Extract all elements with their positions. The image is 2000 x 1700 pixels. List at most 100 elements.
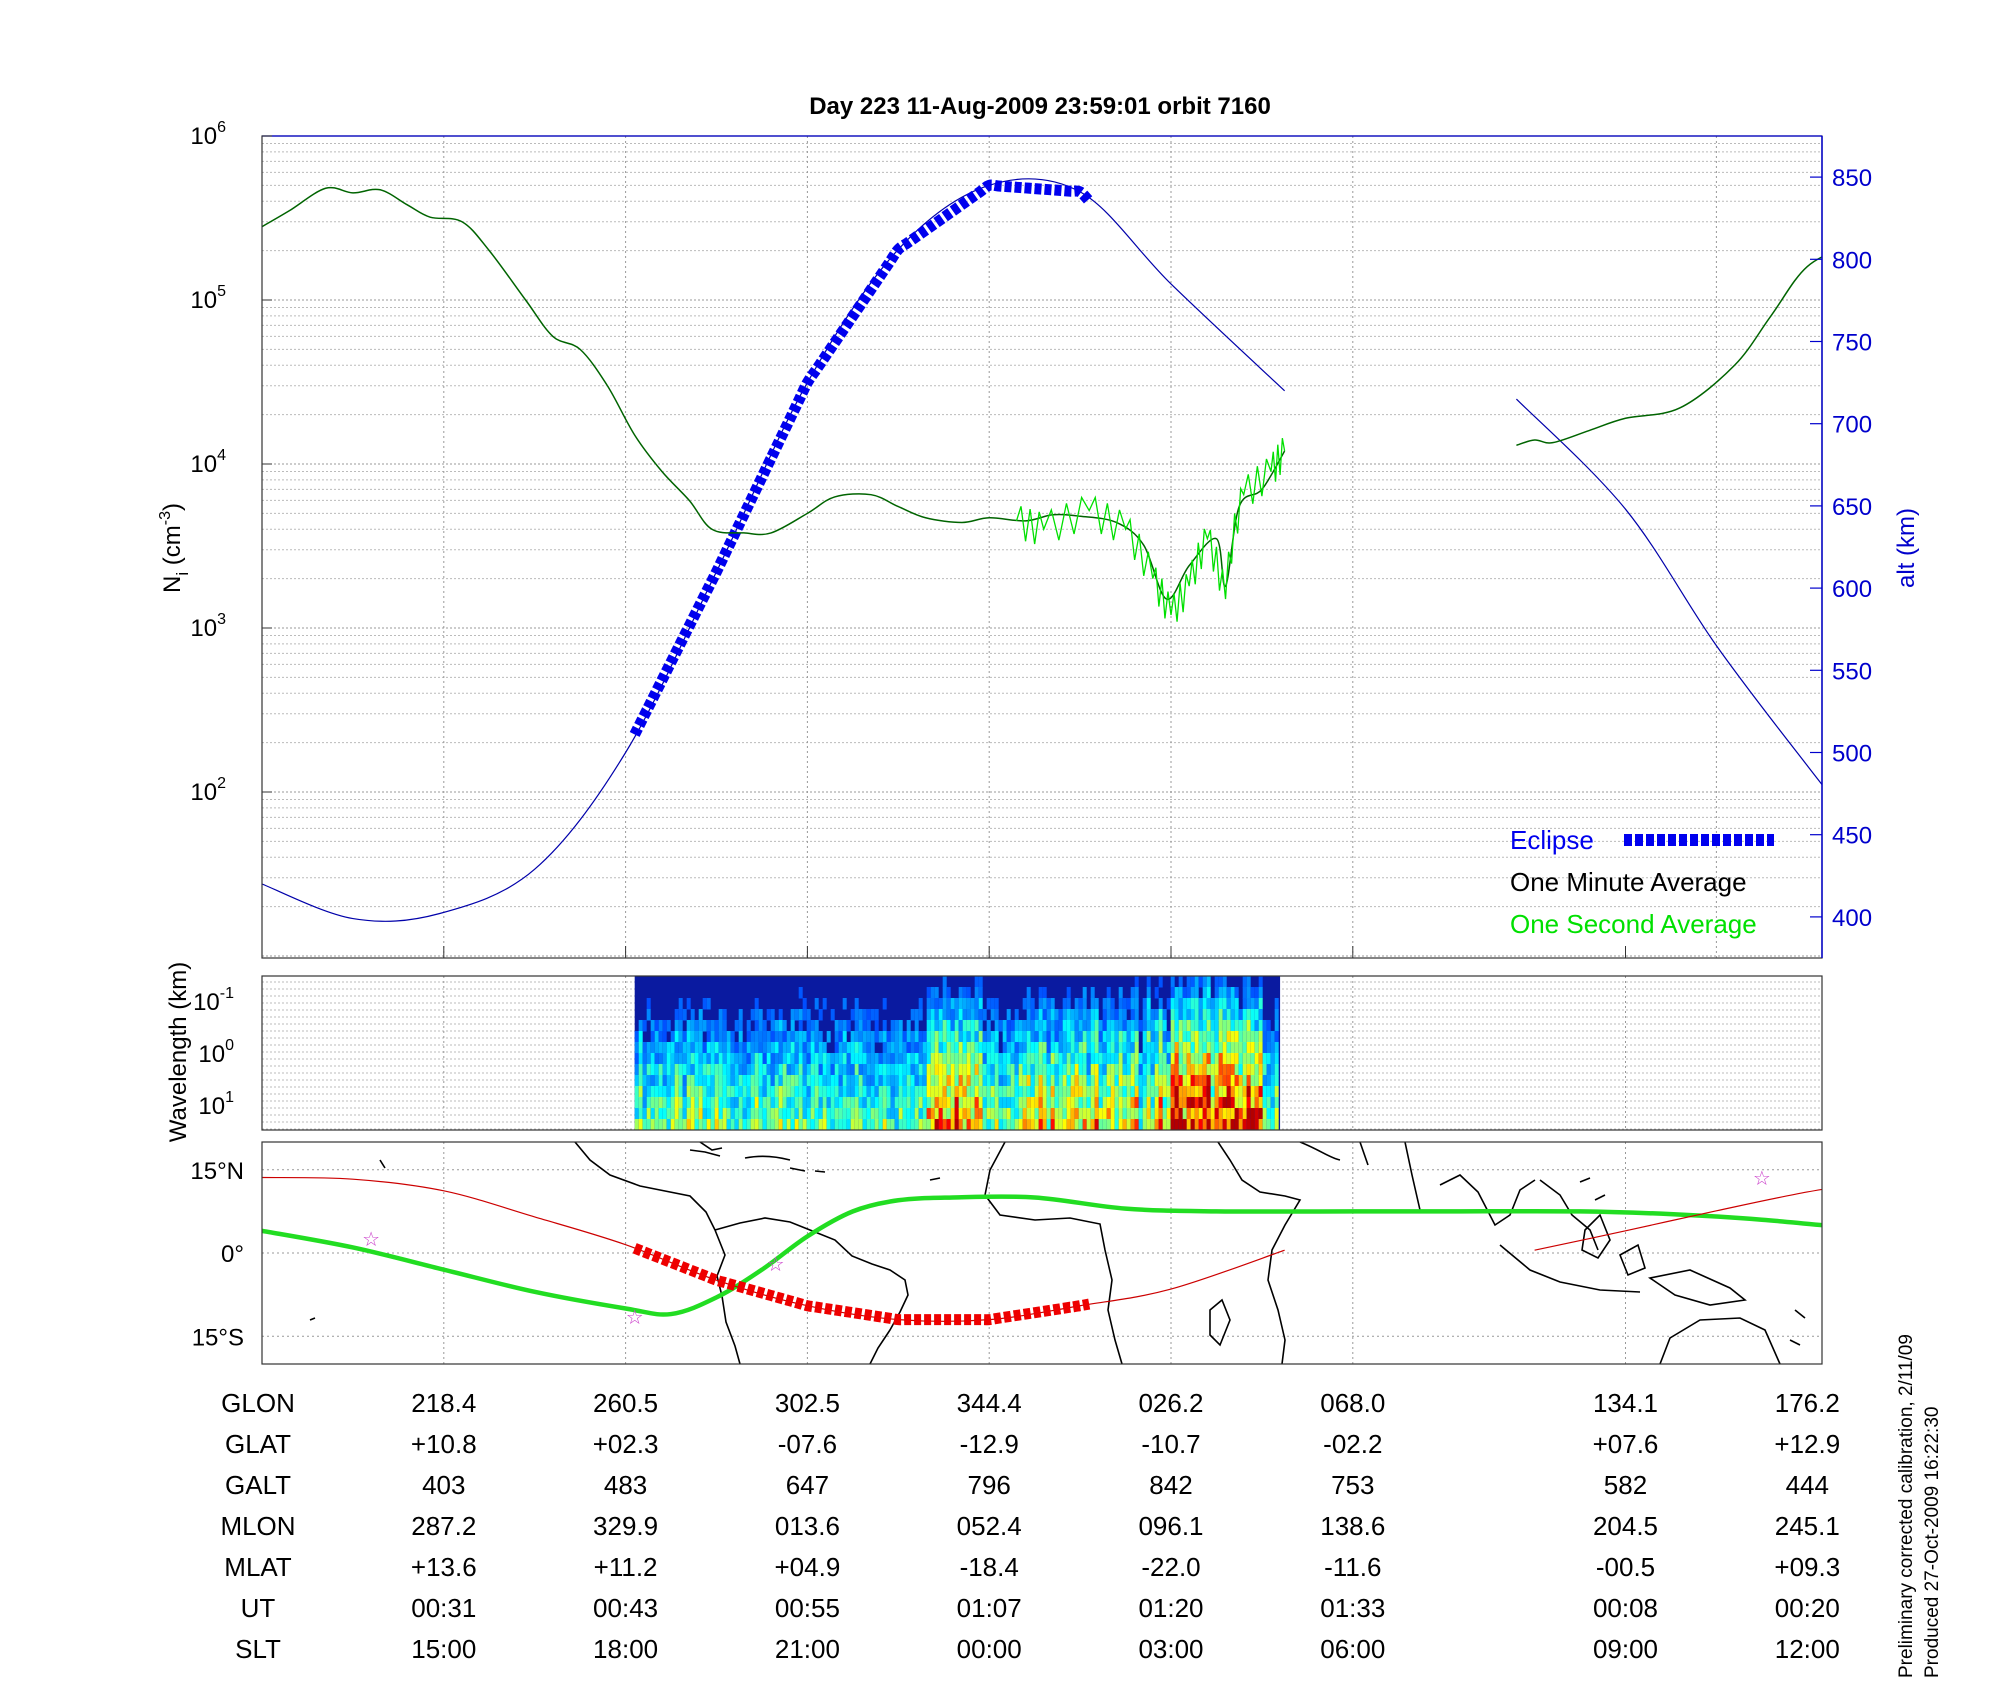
spectrogram-cell [678,1053,683,1065]
ephemeris-value: 00:31 [411,1593,476,1623]
spectrogram-cell [846,1064,851,1076]
spectrogram-cell [950,1020,955,1032]
spectrogram-cell [970,1086,975,1098]
spectrogram-cell [1182,987,1187,999]
spectrogram-cell [906,1097,911,1109]
spectrogram-cell [646,1075,651,1087]
spectrogram-cell [950,1042,955,1054]
spectrogram-cell [1198,1086,1203,1098]
spectrogram-cell [1206,1086,1211,1098]
spectrogram-cell [794,1097,799,1109]
spectrogram-cell [914,1042,919,1054]
spectrogram-cell [1274,1053,1279,1065]
spectrogram-cell [694,1031,699,1043]
spectrogram-cell [1086,1108,1091,1120]
spectrogram-cell [1106,1009,1111,1021]
spectrogram-cell [1250,1075,1255,1087]
spectrogram-cell [1178,1042,1183,1054]
spectrogram-cell [1070,1119,1075,1131]
spectrogram-cell [714,1119,719,1131]
spectrogram-cell [1062,998,1067,1010]
spectrogram-cell [934,998,939,1010]
ephemeris-value: 204.5 [1593,1511,1658,1541]
spectrogram-cell [934,1086,939,1098]
spectrogram-cell [1134,1119,1139,1131]
spectrogram-cell [1234,1075,1239,1087]
spectrogram-cell [694,1064,699,1076]
spectrogram-cell [1038,1119,1043,1131]
spectrogram-cell [998,1020,1003,1032]
spectrogram-cell [1074,1020,1079,1032]
spectrogram-cell [902,1075,907,1087]
ephemeris-row-label: GLON [221,1388,295,1418]
spectrogram-cell [1054,1097,1059,1109]
spectrogram-cell [1090,1042,1095,1054]
spectrogram-cell [978,976,983,988]
spectrogram-cell [1242,1009,1247,1021]
spectrogram-cell [1054,1064,1059,1076]
spectrogram-cell [858,1009,863,1021]
spectrogram-cell [1018,1020,1023,1032]
spectrogram-cell [1062,1053,1067,1065]
spectrogram-cell [1062,1031,1067,1043]
spectrogram-cell [1010,1097,1015,1109]
spectrogram-cell [738,1108,743,1120]
spectrogram-cell [942,987,947,999]
spectrogram-cell [778,1097,783,1109]
ephemeris-value: 403 [422,1470,465,1500]
spectrogram-cell [754,1119,759,1131]
spectrogram-cell [1254,1020,1259,1032]
spectrogram-cell [866,1064,871,1076]
spectrogram-cell [838,1031,843,1043]
spectrogram-cell [1258,1075,1263,1087]
spectrogram-cell [834,1119,839,1131]
spectrogram-cell [906,1053,911,1065]
spectrogram-cell [1090,1097,1095,1109]
spectrogram-cell [674,1097,679,1109]
spectrogram-tick-label: 101 [198,1089,234,1120]
spectrogram-cell [774,1086,779,1098]
spectrogram-cell [674,1009,679,1021]
spectrogram-cell [1158,1075,1163,1087]
spectrogram-cell [914,1086,919,1098]
spectrogram-cell [1058,1086,1063,1098]
spectrogram-cell [1258,1020,1263,1032]
spectrogram-cell [898,1064,903,1076]
spectrogram-cell [1146,1042,1151,1054]
spectrogram-cell [1150,1031,1155,1043]
spectrogram-cell [1170,1086,1175,1098]
spectrogram-cell [790,1119,795,1131]
spectrogram-cell [1034,1020,1039,1032]
spectrogram-cell [810,1097,815,1109]
spectrogram-cell [1022,1086,1027,1098]
spectrogram-cell [1186,1119,1191,1131]
spectrogram-cell [986,1053,991,1065]
spectrogram-cell [934,1031,939,1043]
spectrogram-cell [782,1075,787,1087]
spectrogram-cell [658,1064,663,1076]
spectrogram-cell [758,1086,763,1098]
spectrogram-cell [878,1053,883,1065]
spectrogram-cell [918,1119,923,1131]
spectrogram-cell [1062,1097,1067,1109]
spectrogram-cell [1174,998,1179,1010]
spectrogram-cell [1098,1064,1103,1076]
spectrogram-cell [1258,1031,1263,1043]
spectrogram-cell [1014,1009,1019,1021]
spectrogram-cell [874,1053,879,1065]
spectrogram-cell [1134,1042,1139,1054]
spectrogram-cell [654,1119,659,1131]
spectrogram-cell [850,1108,855,1120]
spectrogram-cell [1226,998,1231,1010]
spectrogram-cell [882,1020,887,1032]
spectrogram-cell [690,1064,695,1076]
spectrogram-cell [718,1075,723,1087]
spectrogram-cell [946,1108,951,1120]
spectrogram-cell [934,1064,939,1076]
legend: Eclipse One Minute Average One Second Av… [1510,825,1774,939]
spectrogram-cell [1094,1119,1099,1131]
spectrogram-cell [862,1020,867,1032]
ground-track-line-continued [1534,1188,1822,1251]
spectrogram-cell [746,1086,751,1098]
